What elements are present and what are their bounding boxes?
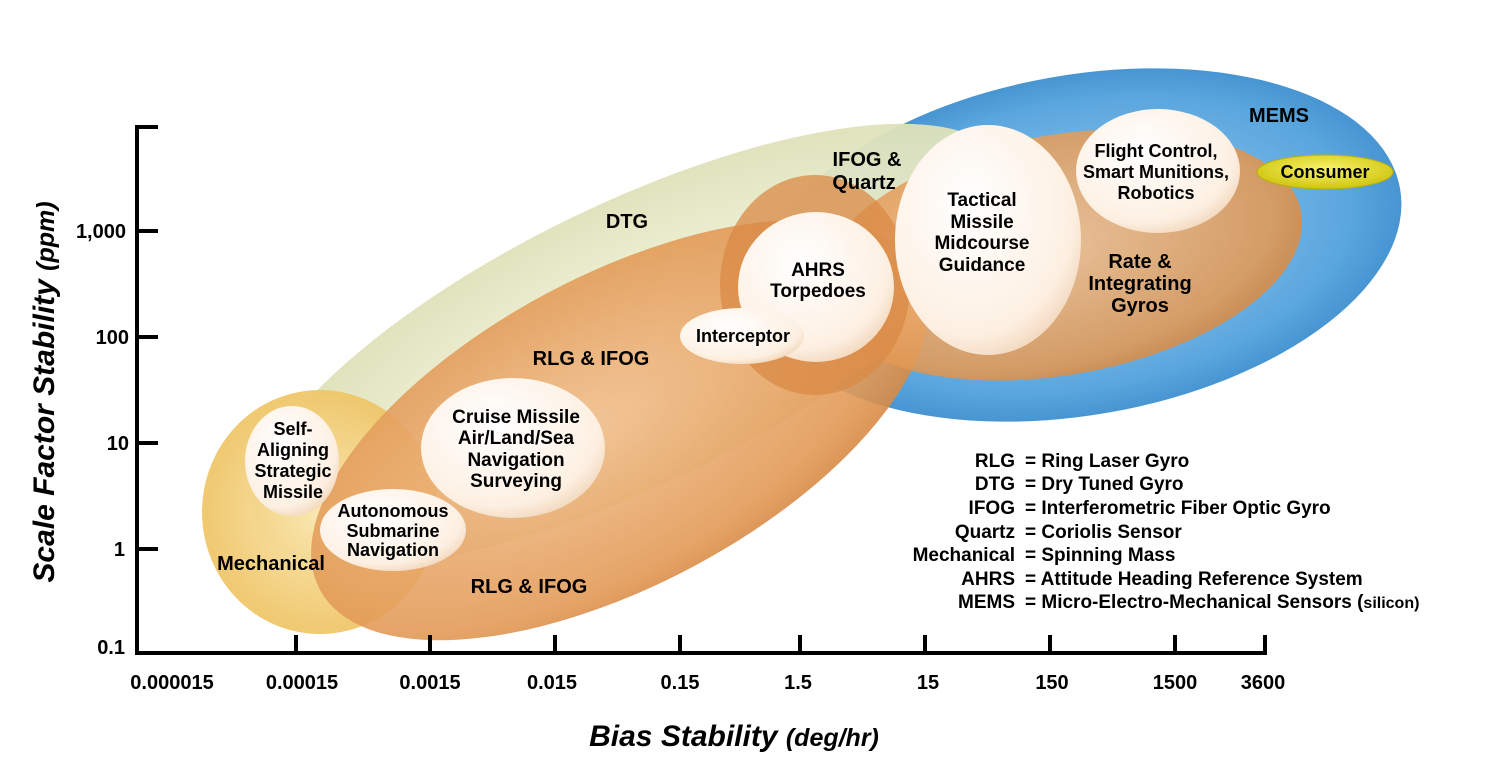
axes <box>135 125 1267 655</box>
cruise-label-line3: Navigation <box>467 450 564 471</box>
rlg-ifog-upper-label: RLG & IFOG <box>533 348 650 370</box>
self-aligning-label-line1: Self- <box>273 419 312 439</box>
legend-definition-main: = Micro-Electro-Mechanical Sensors ( <box>1025 592 1364 613</box>
x-tick-label: 15 <box>917 672 939 694</box>
legend-abbr: Mechanical <box>913 545 1015 566</box>
y-tick-label: 10 <box>107 433 129 455</box>
legend-abbr: DTG <box>975 474 1015 495</box>
tactical-label-line1: Tactical <box>947 190 1016 211</box>
y-tick-label: 0.1 <box>97 637 125 659</box>
self-aligning-label-line2: Aligning <box>257 440 329 460</box>
legend-abbr: RLG <box>975 451 1015 472</box>
rate-label-line2: Integrating <box>1088 273 1191 295</box>
x-tick-label: 0.15 <box>661 672 700 694</box>
y-tick-label: 100 <box>96 327 129 349</box>
tactical-label-line3: Midcourse <box>934 233 1029 254</box>
abbreviation-legend: RLG = Ring Laser Gyro DTG = Dry Tuned Gy… <box>913 451 1420 613</box>
mems-label: MEMS <box>1249 105 1309 127</box>
ahrs-label-line1: AHRS <box>791 260 845 281</box>
self-aligning-label-line3: Strategic <box>254 461 331 481</box>
cruise-label-line1: Cruise Missile <box>452 407 580 428</box>
x-tick-label: 150 <box>1035 672 1068 694</box>
x-axis-title-main: Bias Stability <box>589 720 786 753</box>
interceptor-label: Interceptor <box>696 326 790 346</box>
y-axis-title: Scale Factor Stability (ppm) <box>28 201 61 582</box>
consumer-label: Consumer <box>1280 162 1369 182</box>
x-axis-title: Bias Stability (deg/hr) <box>589 720 879 753</box>
x-tick-label: 0.015 <box>527 672 577 694</box>
tactical-label-line2: Missile <box>950 212 1013 233</box>
x-tick-label: 0.000015 <box>130 672 213 694</box>
dtg-label: DTG <box>606 211 648 233</box>
legend-abbr: Quartz <box>955 522 1015 543</box>
x-tick-label: 0.0015 <box>399 672 460 694</box>
x-tick-label: 3600 <box>1241 672 1286 694</box>
x-tick-label: 0.00015 <box>266 672 338 694</box>
rate-label-line1: Rate & <box>1108 251 1171 273</box>
cruise-label-line2: Air/Land/Sea <box>458 428 575 449</box>
self-aligning-label-line4: Missile <box>263 482 323 502</box>
autonomous-label-line2: Submarine <box>346 521 439 541</box>
rlg-ifog-lower-label: RLG & IFOG <box>471 576 588 598</box>
flight-control-bubble <box>1076 109 1240 233</box>
consumer-region <box>1256 154 1394 190</box>
y-axis-title-main: Scale Factor Stability <box>28 271 61 583</box>
flight-control-label-line2: Smart Munitions, <box>1083 162 1229 182</box>
ahrs-label-line2: Torpedoes <box>770 281 866 302</box>
self-aligning-bubble <box>245 406 339 516</box>
tactical-missile-bubble <box>895 125 1081 355</box>
legend-abbr: MEMS <box>958 592 1015 613</box>
mechanical-label: Mechanical <box>217 553 325 575</box>
ifog-quartz-label-line1: IFOG & <box>833 149 902 171</box>
legend-definition: = Attitude Heading Reference System <box>1025 569 1363 590</box>
y-tick-label: 1 <box>114 539 125 561</box>
autonomous-submarine-bubble <box>320 489 466 571</box>
legend-definition-suffix: silicon) <box>1363 595 1419 612</box>
cruise-label-line4: Surveying <box>470 471 562 492</box>
x-axis-title-unit: (deg/hr) <box>786 724 879 752</box>
legend-definition: = Ring Laser Gyro <box>1025 451 1189 472</box>
x-tick-label: 1500 <box>1153 672 1198 694</box>
ifog-quartz-label-line2: Quartz <box>832 172 895 194</box>
legend-definition: = Micro-Electro-Mechanical Sensors (sili… <box>1025 592 1419 613</box>
flight-control-label-line3: Robotics <box>1117 183 1194 203</box>
legend-definition: = Dry Tuned Gyro <box>1025 474 1184 495</box>
autonomous-label-line3: Navigation <box>347 540 439 560</box>
legend-abbr: AHRS <box>961 569 1015 590</box>
legend-definition: = Spinning Mass <box>1025 545 1175 566</box>
cruise-missile-bubble <box>421 378 605 518</box>
legend-abbr: IFOG <box>969 498 1015 519</box>
flight-control-label-line1: Flight Control, <box>1095 141 1218 161</box>
y-tick-label: 1,000 <box>76 221 126 243</box>
y-axis-title-unit: (ppm) <box>32 201 60 270</box>
tactical-label-line4: Guidance <box>939 255 1026 276</box>
rate-label-line3: Gyros <box>1111 295 1169 317</box>
legend-definition: = Interferometric Fiber Optic Gyro <box>1025 498 1331 519</box>
interceptor-bubble <box>680 308 804 364</box>
legend-definition: = Coriolis Sensor <box>1025 522 1182 543</box>
autonomous-label-line1: Autonomous <box>338 501 449 521</box>
x-tick-label: 1.5 <box>784 672 812 694</box>
